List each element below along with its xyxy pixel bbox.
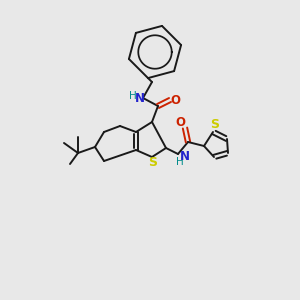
Text: O: O [175, 116, 185, 128]
Text: H: H [176, 157, 184, 167]
Text: N: N [135, 92, 145, 106]
Text: S: S [211, 118, 220, 131]
Text: O: O [170, 94, 180, 106]
Text: N: N [180, 149, 190, 163]
Text: S: S [148, 157, 158, 169]
Text: H: H [129, 91, 137, 101]
